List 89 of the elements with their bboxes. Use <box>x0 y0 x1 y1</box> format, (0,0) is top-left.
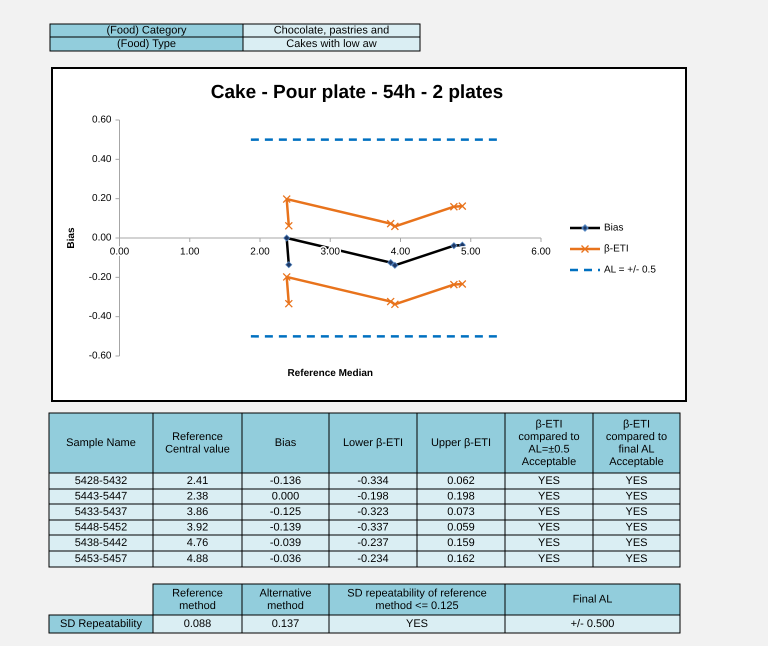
x-tick-label: 6.00 <box>531 246 552 258</box>
text: 2.38 <box>186 490 208 502</box>
x-tick-label: 5.00 <box>461 246 481 258</box>
point <box>390 222 400 231</box>
legend-label: β-ETI <box>604 244 629 254</box>
x-tick-label: 1.00 <box>180 246 200 258</box>
y-tick-label: -0.40 <box>88 311 112 322</box>
text: YES <box>538 553 560 565</box>
text: -0.139 <box>270 522 302 534</box>
text: 0.073 <box>447 506 475 518</box>
text: 4.88 <box>186 553 208 565</box>
text: YES <box>625 553 648 565</box>
text: -0.136 <box>270 475 302 487</box>
text: 3.86 <box>186 506 208 518</box>
point <box>386 297 395 306</box>
chart-title: Cake - Pour plate - 54h - 2 plates <box>210 82 504 103</box>
point <box>284 300 293 308</box>
text: Cakes with low aw <box>286 38 377 50</box>
text: 0.198 <box>447 490 475 502</box>
text: Upper β-ETI <box>430 437 492 449</box>
legend-label: Bias <box>604 222 624 234</box>
point <box>282 194 291 204</box>
text: +/- 0.500 <box>570 618 614 630</box>
text: YES <box>625 537 648 549</box>
y-tick-label: -0.60 <box>88 350 112 362</box>
text: YES <box>538 490 560 502</box>
y-tick-label: 0.20 <box>92 193 112 204</box>
text: 0.088 <box>184 618 212 630</box>
text: Sample Name <box>66 437 136 449</box>
y-tick-label: 0.00 <box>92 232 112 244</box>
point <box>284 222 293 230</box>
text: -0.323 <box>357 506 389 518</box>
text: 0.000 <box>272 490 300 502</box>
text: 4.76 <box>186 537 208 549</box>
text: YES <box>538 506 560 518</box>
text: β-ETI compared to AL=±0.5 Acceptable <box>518 418 580 468</box>
text: 5433-5437 <box>74 506 128 518</box>
x-axis-title: Reference Median <box>287 368 374 379</box>
text: YES <box>538 522 560 534</box>
text: 0.059 <box>447 522 475 534</box>
point <box>386 219 395 228</box>
legend-label: AL = +/- 0.5 <box>604 264 656 276</box>
text: -0.237 <box>357 537 389 549</box>
text: SD Repeatability <box>60 618 142 630</box>
text: Reference Central value <box>165 430 230 456</box>
text: Reference method <box>172 587 223 612</box>
point <box>282 272 291 282</box>
text: 0.159 <box>447 537 475 549</box>
point <box>390 300 400 308</box>
text: 0.162 <box>447 553 475 565</box>
text: YES <box>538 475 560 487</box>
text: -0.036 <box>270 553 302 565</box>
text: YES <box>625 522 648 534</box>
text: -0.125 <box>270 506 302 518</box>
text: Final AL <box>572 594 612 606</box>
y-tick-label: -0.20 <box>88 272 112 283</box>
text: YES <box>625 490 648 502</box>
text: β-ETI compared to final AL Acceptable <box>606 418 668 468</box>
text: 5448-5452 <box>74 522 128 534</box>
text: (Food) Type <box>116 38 176 50</box>
text: -0.039 <box>270 537 302 549</box>
text: 2.41 <box>186 475 208 487</box>
text: YES <box>625 506 648 518</box>
text: Alternative method <box>260 587 312 612</box>
text: -0.337 <box>357 522 389 534</box>
text: YES <box>406 618 428 630</box>
x-tick-label: 4.00 <box>390 246 411 258</box>
text: -0.198 <box>357 490 389 502</box>
y-axis-title: Bias <box>66 227 77 249</box>
text: Lower β-ETI <box>342 437 404 449</box>
text: 5443-5447 <box>74 490 128 502</box>
text: 5453-5457 <box>74 553 128 565</box>
text: YES <box>625 475 648 487</box>
x-tick-label: 0.00 <box>110 246 130 258</box>
text: YES <box>538 537 560 549</box>
text: 3.92 <box>186 522 208 534</box>
text: Bias <box>274 437 297 449</box>
text: SD repeatability of reference method <= 0.125 <box>347 587 487 612</box>
y-tick-label: 0.60 <box>92 114 112 126</box>
text: 0.137 <box>272 618 300 630</box>
text: -0.234 <box>357 553 389 565</box>
text: 0.062 <box>447 475 475 487</box>
text: Chocolate, pastries and <box>274 24 390 36</box>
text: 5438-5442 <box>74 537 128 549</box>
y-tick-label: 0.40 <box>92 154 112 165</box>
text: (Food) Category <box>106 24 188 36</box>
text: -0.334 <box>357 475 389 487</box>
text: 5428-5432 <box>74 475 128 487</box>
x-tick-label: 2.00 <box>250 246 270 258</box>
